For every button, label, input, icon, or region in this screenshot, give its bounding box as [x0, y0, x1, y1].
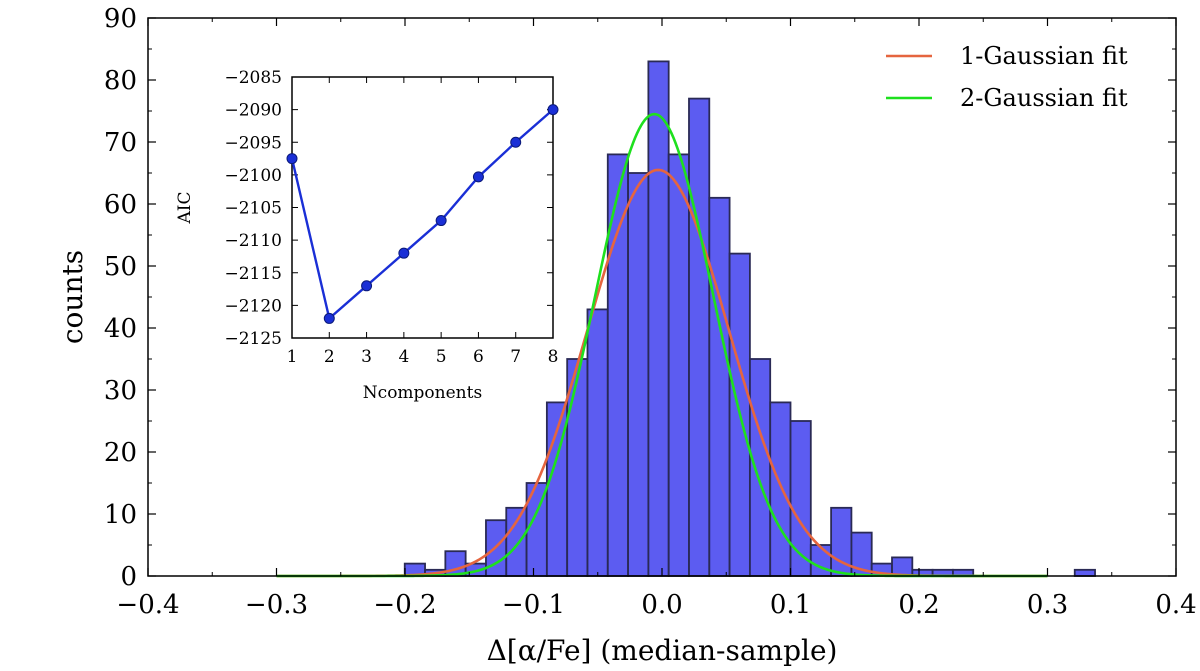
inset-y-tick-label: −2090	[224, 101, 282, 121]
histogram-bar	[708, 196, 731, 577]
inset-y-axis-title: AIC	[175, 192, 195, 225]
x-tick-label: 0.2	[898, 590, 939, 620]
inset-y-tick-label: −2125	[224, 329, 282, 349]
x-tick-label: 0.0	[641, 590, 682, 620]
inset-x-tick-label: 7	[510, 347, 521, 367]
aic-point	[323, 312, 335, 324]
inset-y-tick-label: −2085	[224, 68, 282, 88]
y-tick-label: 0	[120, 562, 137, 592]
histogram-bar	[809, 544, 833, 577]
inset-y-tick-label: −2095	[224, 133, 282, 153]
aic-point	[398, 247, 410, 259]
histogram-bar	[627, 172, 650, 577]
inset-y-tick-label: −2105	[224, 199, 282, 219]
inset-y-tick-label: −2100	[224, 166, 282, 186]
y-tick-label: 20	[104, 438, 137, 468]
histogram-bar	[606, 153, 629, 577]
inset-x-tick-label: 8	[548, 347, 559, 367]
inset-x-tick-label: 6	[473, 347, 484, 367]
inset-x-tick-label: 5	[436, 347, 447, 367]
aic-point	[472, 171, 484, 183]
inset-x-tick-label: 1	[287, 347, 298, 367]
histogram-bar	[748, 358, 772, 577]
main-histogram-plot: −0.4 −0.3 −0.2 −0.1 0.0 0.1 0.2 0.3 0.4 0 10 20 30 40…	[56, 4, 1197, 667]
histogram-bar	[1073, 568, 1096, 577]
inset-x-tick-label: 4	[398, 347, 409, 367]
aic-point	[510, 136, 522, 148]
x-tick-label: 0.1	[770, 590, 811, 620]
histogram-bar	[586, 308, 609, 577]
x-tick-label: 0.3	[1027, 590, 1068, 620]
aic-line	[290, 108, 554, 321]
x-tick-label: −0.1	[502, 590, 565, 620]
inset-y-tick-label: −2120	[224, 296, 282, 316]
y-tick-label: 60	[104, 190, 137, 220]
inset-y-tick-label: −2110	[224, 231, 282, 251]
aic-point	[547, 104, 559, 116]
histogram-bar	[505, 506, 528, 577]
y-tick-label: 30	[104, 376, 137, 406]
legend-label-2: 2-Gaussian fit	[960, 84, 1128, 112]
inset-x-axis-title: Ncomponents	[363, 383, 482, 403]
x-tick-label: −0.2	[373, 590, 436, 620]
histogram-bar	[891, 556, 914, 577]
y-tick-label: 40	[104, 314, 137, 344]
inset-plot-frame	[291, 76, 554, 339]
histogram-bar	[647, 60, 670, 577]
x-tick-label: −0.4	[116, 590, 179, 620]
x-tick-label: 0.4	[1155, 590, 1196, 620]
x-axis-title: Δ[α/Fe] (median-sample)	[487, 634, 838, 667]
y-tick-label: 90	[104, 4, 137, 34]
histogram-bar	[667, 153, 690, 577]
aic-point	[286, 153, 298, 165]
aic-point	[435, 215, 447, 227]
histogram-bar	[769, 401, 792, 577]
legend: 1-Gaussian fit 2-Gaussian fit	[886, 42, 1128, 112]
aic-point	[361, 280, 373, 292]
y-tick-label: 50	[104, 252, 137, 282]
y-tick-label: 70	[104, 128, 137, 158]
y-tick-label: 80	[104, 66, 137, 96]
inset-x-tick-label: 3	[361, 347, 372, 367]
legend-label-1: 1-Gaussian fit	[960, 42, 1128, 70]
inset-x-tick-label: 2	[324, 347, 335, 367]
aic-inset-plot: 1 2 3 4 5 6 7 8 −2085 −2090 −2095 −2100 −2105 −2110 −2…	[175, 68, 559, 403]
y-axis-title: counts	[56, 250, 89, 344]
y-tick-label: 10	[104, 500, 137, 530]
histogram-bar	[688, 97, 711, 577]
x-tick-label: −0.3	[245, 590, 308, 620]
inset-y-tick-label: −2115	[224, 264, 282, 284]
